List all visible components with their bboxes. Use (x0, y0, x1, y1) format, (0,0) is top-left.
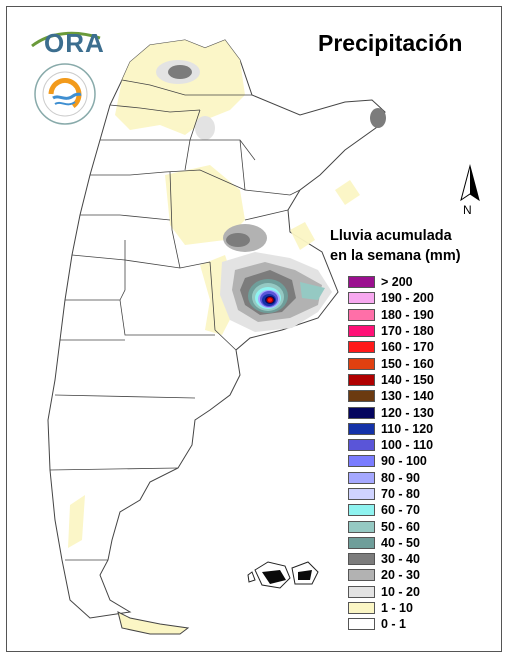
north-arrow-icon (460, 164, 480, 202)
rain-gray-areas (156, 60, 386, 252)
institution-seal-icon (34, 63, 96, 125)
rain-storm-buenos-aires (220, 252, 332, 332)
legend-item: 60 - 70 (348, 502, 434, 518)
legend-item: 130 - 140 (348, 388, 434, 404)
legend-item: 170 - 180 (348, 323, 434, 339)
legend-title-line1: Lluvia acumulada (330, 228, 452, 244)
legend-label: 190 - 200 (381, 291, 434, 306)
legend-item: 110 - 120 (348, 421, 434, 437)
legend-swatch (348, 520, 375, 533)
legend-label: 60 - 70 (381, 503, 420, 518)
legend-swatch (348, 406, 375, 419)
legend-label: 180 - 190 (381, 307, 434, 322)
legend-label: 70 - 80 (381, 487, 420, 501)
legend-item: 1 - 10 (348, 600, 434, 616)
legend-label: 50 - 60 (381, 519, 420, 534)
legend-item: 40 - 50 (348, 535, 434, 551)
legend-swatch (348, 585, 375, 598)
legend-item: 190 - 200 (348, 290, 434, 306)
legend-label: 100 - 110 (381, 438, 434, 453)
legend-swatch (348, 276, 375, 289)
legend-swatch (348, 536, 375, 549)
legend-label: 80 - 90 (381, 470, 420, 485)
legend-swatch (348, 341, 375, 354)
legend-label: 110 - 120 (381, 421, 434, 436)
legend-label: 160 - 170 (381, 340, 434, 355)
legend-item: 90 - 100 (348, 453, 434, 469)
legend-label: > 200 (381, 275, 413, 290)
legend-swatch (348, 553, 375, 566)
legend-swatch (348, 439, 375, 452)
legend-swatch (348, 390, 375, 403)
map-frame (6, 6, 502, 652)
legend-swatch (348, 504, 375, 517)
legend-item: 160 - 170 (348, 339, 434, 355)
legend-label: 30 - 40 (381, 552, 420, 567)
legend-label: 130 - 140 (381, 389, 434, 404)
legend-swatch (348, 602, 375, 615)
legend-item: 180 - 190 (348, 307, 434, 323)
legend-label: 20 - 30 (381, 568, 420, 583)
legend-label: 140 - 150 (381, 372, 434, 387)
tierra-del-fuego (117, 611, 190, 635)
legend-item: 120 - 130 (348, 404, 434, 420)
legend-label: 150 - 160 (381, 356, 434, 371)
legend-item: 30 - 40 (348, 551, 434, 567)
legend-item: 20 - 30 (348, 567, 434, 583)
legend-label: 90 - 100 (381, 454, 427, 469)
legend-item: 140 - 150 (348, 372, 434, 388)
page-title: Precipitación (318, 30, 463, 56)
legend-swatch (348, 357, 375, 370)
legend-item: 70 - 80 (348, 486, 434, 502)
legend: > 200 190 - 200 180 - 190 170 - 180 160 - 17… (348, 274, 434, 633)
legend-item: > 200 (348, 274, 434, 290)
legend-swatch (348, 422, 375, 435)
rain-1-10-areas (68, 40, 360, 548)
legend-item: 80 - 90 (348, 470, 434, 486)
legend-item: 50 - 60 (348, 518, 434, 534)
legend-title: Lluvia acumulada en la semana (mm) (330, 226, 461, 266)
legend-swatch (348, 618, 375, 631)
legend-swatch (348, 569, 375, 582)
legend-label: 170 - 180 (381, 324, 434, 339)
province-borders (49, 79, 301, 561)
malvinas-fill (262, 570, 312, 584)
legend-swatch (348, 488, 375, 500)
legend-item: 150 - 160 (348, 355, 434, 371)
legend-label: 40 - 50 (381, 535, 420, 550)
legend-item: 10 - 20 (348, 584, 434, 600)
north-label: N (463, 203, 472, 217)
legend-title-line2: en la semana (mm) (330, 248, 461, 264)
ora-logo-text: ORA (44, 28, 105, 58)
legend-swatch (348, 455, 375, 468)
legend-swatch (348, 292, 375, 305)
legend-item: 0 - 1 (348, 616, 434, 632)
legend-item: 100 - 110 (348, 437, 434, 453)
legend-swatch (348, 308, 375, 321)
ora-logo (31, 31, 101, 48)
legend-swatch (348, 325, 375, 338)
legend-label: 0 - 1 (381, 617, 407, 632)
legend-label: 1 - 10 (381, 601, 413, 616)
legend-label: 10 - 20 (381, 584, 420, 599)
legend-label: 120 - 130 (381, 405, 434, 420)
legend-swatch (348, 373, 375, 386)
legend-swatch (348, 471, 375, 484)
